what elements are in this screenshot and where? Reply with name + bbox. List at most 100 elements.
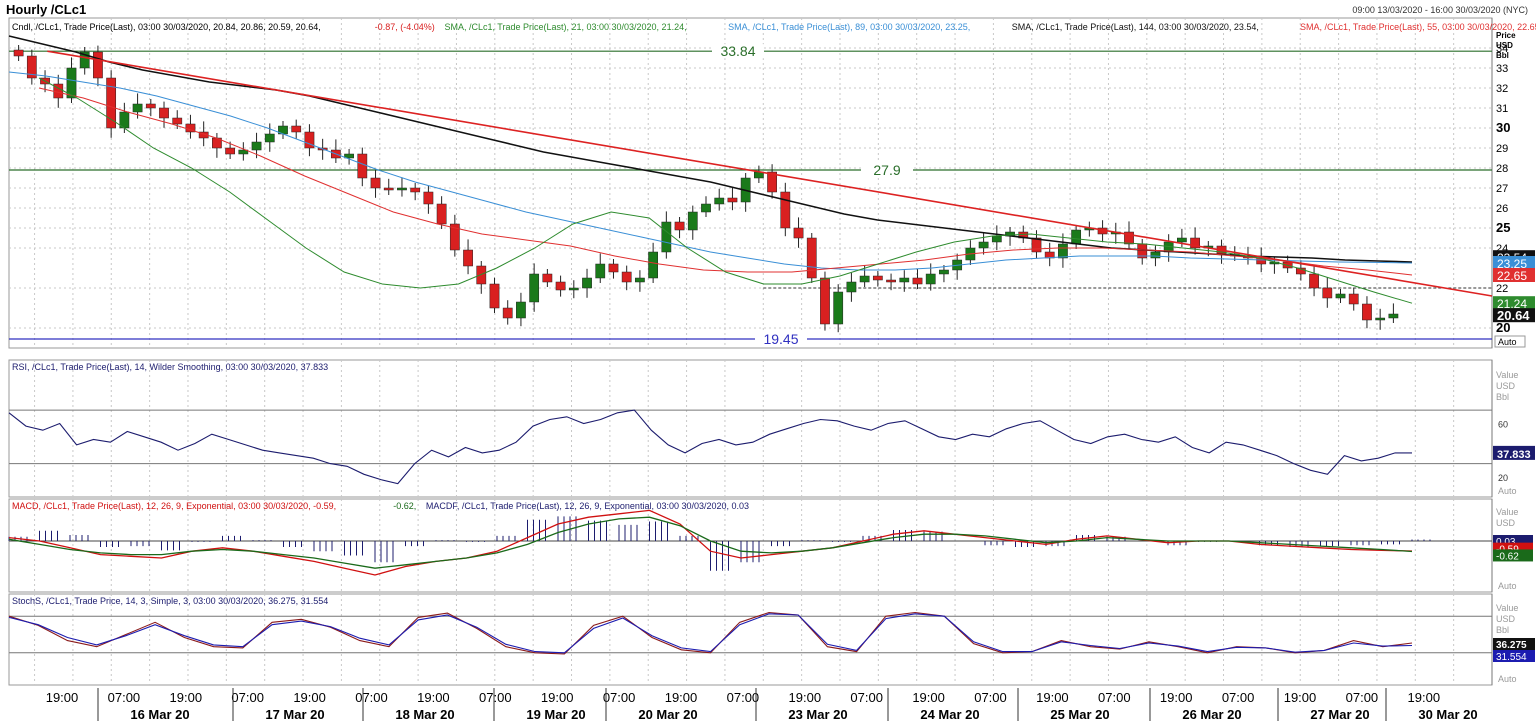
candle-body — [159, 107, 169, 119]
candle-body — [26, 55, 37, 79]
x-tick-hour: 19:00 — [1408, 690, 1441, 705]
panel-frame-rsi — [8, 359, 1493, 498]
price-badge-bg — [1493, 308, 1535, 323]
candle-body — [687, 211, 698, 231]
price-tick-label: 25 — [1496, 220, 1510, 235]
rsi-line — [8, 409, 1412, 485]
x-tick-hour: 07:00 — [108, 690, 141, 705]
x-tick-hour: 19:00 — [912, 690, 945, 705]
red-trendline — [47, 50, 1493, 297]
stoch-badge-bg — [1493, 638, 1535, 650]
candle-body — [846, 281, 857, 293]
price-axis-header: Bbl — [1496, 51, 1509, 60]
candle-body — [1348, 293, 1359, 305]
candle-body — [1177, 237, 1187, 243]
candle-body — [912, 277, 923, 285]
x-tick-hour: 07:00 — [603, 690, 636, 705]
candle-body — [463, 249, 473, 267]
auto-label-rsi: Auto — [1498, 486, 1517, 496]
price-legend-item: SMA, /CLc1, Trade Price(Last), 55, 03:00… — [1300, 22, 1536, 32]
candle-body — [1322, 287, 1333, 299]
candle-body — [1362, 303, 1372, 321]
price-badge-bg — [1493, 296, 1535, 311]
candle-body — [238, 149, 249, 155]
candle-body — [1071, 229, 1082, 245]
rsi-badge-bg — [1493, 445, 1535, 460]
candle-body — [820, 277, 830, 325]
price-tick-label: 33 — [1496, 63, 1508, 75]
chart-title: Hourly /CLc1 — [6, 2, 87, 17]
price-badge: 22.65 — [1497, 269, 1527, 283]
candle-body — [925, 273, 936, 285]
price-tick-label: 30 — [1496, 120, 1510, 135]
candle-body — [674, 221, 685, 231]
candle-body — [132, 103, 143, 113]
candle-body — [502, 307, 513, 319]
candle-body — [899, 277, 910, 283]
candle-body — [939, 269, 949, 275]
candle-body — [225, 147, 235, 155]
x-tick-hour: 19:00 — [170, 690, 203, 705]
x-tick-date: 23 Mar 20 — [788, 707, 847, 722]
macd-legend-item: MACDF, /CLc1, Trade Price(Last), 12, 26,… — [426, 501, 749, 511]
x-tick-date: 20 Mar 20 — [638, 707, 697, 722]
candle-body — [648, 251, 659, 279]
candle-body — [436, 203, 447, 225]
macd-signal-line — [8, 516, 1413, 569]
level-label: 27.9 — [873, 162, 900, 178]
candle-body — [793, 227, 804, 239]
x-tick-hour: 19:00 — [665, 690, 698, 705]
candle-body — [516, 301, 526, 319]
price-tick-label: 27 — [1496, 183, 1508, 195]
sma-55-line — [38, 87, 1413, 276]
price-tick-label: 28 — [1496, 163, 1508, 175]
candle-body — [661, 221, 672, 253]
price-legend-item: SMA, /CLc1, Trade Price(Last), 144, 03:0… — [1012, 22, 1259, 32]
price-axis-header: USD — [1496, 41, 1513, 50]
candle-body — [344, 153, 354, 159]
stoch-badge: 36.275 — [1496, 640, 1527, 651]
candle-body — [423, 191, 434, 205]
candle-body — [397, 187, 407, 191]
x-tick-date: 26 Mar 20 — [1182, 707, 1241, 722]
rsi-tick-label: 60 — [1498, 419, 1508, 429]
x-tick-date: 25 Mar 20 — [1050, 707, 1109, 722]
candle-body — [568, 287, 579, 291]
candle-body — [1031, 237, 1042, 253]
candle-body — [172, 117, 183, 125]
rsi-badge: 37.833 — [1497, 449, 1531, 461]
candle-body — [489, 283, 500, 309]
x-tick-hour: 07:00 — [850, 690, 883, 705]
rsi-axis-header: Value — [1496, 370, 1518, 380]
candle-body — [357, 153, 368, 179]
stoch-d-line — [8, 613, 1413, 654]
candle-body — [1309, 273, 1319, 289]
stoch-k-line — [8, 611, 1413, 655]
x-tick-hour: 19:00 — [417, 690, 450, 705]
candle-body — [1375, 317, 1386, 321]
x-tick-hour: 19:00 — [293, 690, 326, 705]
auto-button-price — [1494, 335, 1526, 348]
level-label: 19.45 — [763, 331, 798, 347]
candle-body — [621, 271, 632, 283]
stoch-legend: StochS, /CLc1, Trade Price, 14, 3, Simpl… — [12, 596, 328, 606]
sma-21-line — [38, 77, 1413, 304]
x-tick-hour: 07:00 — [1098, 690, 1131, 705]
candle-body — [767, 171, 777, 193]
price-legend-item: SMA, /CLc1, Trade Price(Last), 21, 03:00… — [444, 22, 686, 32]
candle-body — [79, 51, 90, 69]
candle-body — [701, 203, 711, 213]
level-label: 33.84 — [720, 43, 755, 59]
x-tick-date: 24 Mar 20 — [920, 707, 979, 722]
price-badge: 20.64 — [1497, 308, 1530, 323]
x-tick-hour: 07:00 — [974, 690, 1007, 705]
candle-body — [582, 277, 592, 289]
x-tick-hour: 07:00 — [1222, 690, 1255, 705]
macd-badge-bg — [1493, 549, 1533, 562]
stoch-axis-header: Bbl — [1496, 625, 1509, 635]
candle-body — [410, 187, 421, 193]
stoch-axis-header: Value — [1496, 603, 1518, 613]
candle-body — [1190, 237, 1200, 249]
